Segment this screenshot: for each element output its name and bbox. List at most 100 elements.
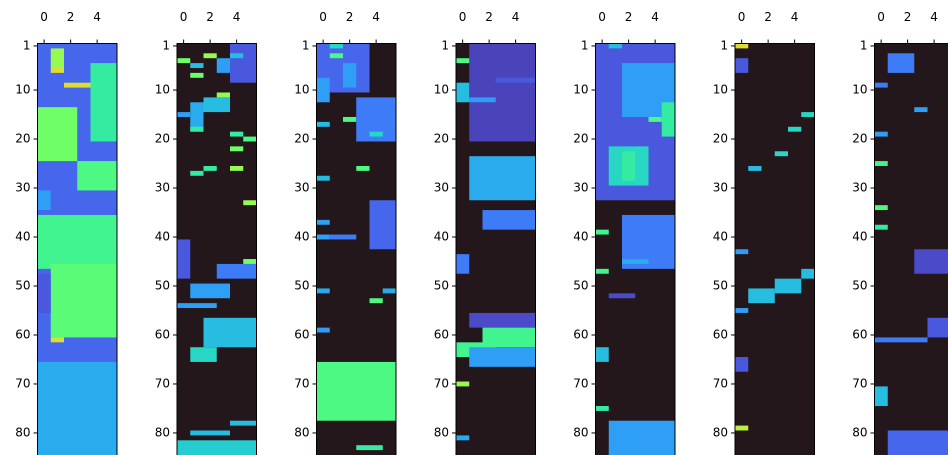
y-tick-label: 10 (294, 83, 309, 97)
heatmap-cell (482, 210, 536, 230)
heatmap-cell (190, 126, 204, 132)
y-tick-label: 30 (294, 181, 309, 195)
heatmap-cell (37, 107, 78, 162)
heatmap-cell (874, 131, 888, 137)
y-tick-label: 60 (15, 327, 30, 341)
x-tick-label: 2 (764, 10, 772, 24)
heatmap-cell (622, 151, 636, 181)
heatmap-cell (456, 381, 470, 387)
heatmap-cell (369, 200, 396, 250)
y-tick-label: 80 (573, 425, 588, 439)
x-tick-label: 2 (206, 10, 214, 24)
heatmap-cell (243, 136, 257, 142)
y-tick-label: 50 (434, 278, 449, 292)
heatmap-cell (369, 131, 383, 137)
y-tick-label: 60 (155, 327, 170, 341)
x-tick-label: 0 (180, 10, 188, 24)
y-tick-label: 70 (713, 376, 728, 390)
y-tick-label: 80 (155, 425, 170, 439)
heatmap-cell (316, 361, 396, 421)
y-tick-label: 30 (713, 181, 728, 195)
y-tick-label: 20 (852, 132, 867, 146)
y-tick-label: 20 (573, 132, 588, 146)
y-tick-label: 1 (162, 38, 170, 52)
heatmap-cell (874, 82, 888, 88)
y-tick-label: 30 (155, 181, 170, 195)
heatmap-cell (37, 214, 117, 269)
y-tick-label: 50 (573, 278, 588, 292)
y-tick-label: 40 (713, 230, 728, 244)
heatmap-cell (469, 43, 536, 142)
x-tick-label: 4 (930, 10, 938, 24)
y-tick-label: 20 (713, 132, 728, 146)
heatmap-cell (50, 67, 64, 73)
heatmap-cell (90, 63, 117, 142)
y-tick-label: 70 (434, 376, 449, 390)
y-tick-label: 40 (155, 230, 170, 244)
heatmap-cell (230, 165, 244, 171)
heatmap-cell (874, 224, 888, 230)
heatmap-cell (661, 102, 675, 137)
heatmap-cell (595, 406, 609, 411)
heatmap-cell (316, 234, 330, 240)
heatmap-cell (748, 165, 762, 171)
axes-frame (455, 43, 536, 455)
heatmap-cell (316, 121, 330, 127)
axes-frame (37, 43, 118, 455)
heatmap-cell (230, 53, 244, 59)
heatmap-cell (456, 254, 470, 274)
heatmap-cell (595, 268, 609, 274)
heatmap-cell (230, 131, 244, 137)
heatmap-cell (456, 435, 470, 441)
heatmap-cell (914, 107, 928, 113)
axes-frame (316, 43, 397, 455)
heatmap-cell (648, 116, 662, 122)
x-tick-label: 4 (93, 10, 101, 24)
y-tick-label: 80 (434, 425, 449, 439)
x-tick-label: 4 (651, 10, 659, 24)
axes-frame (874, 43, 948, 455)
heatmap-cell (914, 249, 948, 274)
panel: 0 2 4 1 10 20 30 40 50 60 70 80 (15, 10, 118, 455)
heatmap-cell (356, 445, 383, 451)
y-tick-label: 60 (713, 327, 728, 341)
x-tick-label: 4 (512, 10, 520, 24)
x-tick-label: 2 (625, 10, 633, 24)
heatmap-cell (469, 156, 536, 201)
heatmap-cell (177, 112, 191, 117)
x-tick-label: 0 (319, 10, 327, 24)
heatmap-cell (316, 77, 330, 103)
axes-frame (176, 43, 257, 455)
heatmap-cell (735, 308, 749, 313)
heatmap-cell (203, 53, 217, 59)
x-tick-label: 0 (40, 10, 48, 24)
heatmap-cell (190, 430, 230, 436)
y-tick-label: 10 (15, 83, 30, 97)
y-tick-label: 80 (294, 425, 309, 439)
x-tick-label: 2 (346, 10, 354, 24)
panel: 0 2 4 1 10 20 30 40 50 60 70 80 (155, 10, 257, 455)
heatmap-cell (735, 425, 749, 431)
panel: 0 2 4 1 10 20 30 40 50 60 70 80 (294, 10, 397, 455)
heatmap-cell (316, 327, 330, 333)
heatmap-cell (37, 190, 51, 211)
y-tick-label: 20 (15, 132, 30, 146)
x-tick-label: 2 (485, 10, 493, 24)
heatmap-cell (774, 278, 802, 294)
y-tick-label: 80 (15, 425, 30, 439)
heatmap-cell (77, 161, 117, 191)
y-tick-label: 10 (713, 83, 728, 97)
heatmap-cell (216, 92, 230, 98)
heatmap-cell (190, 63, 204, 68)
heatmap-cell (495, 77, 536, 83)
heatmap-cell (343, 116, 357, 122)
heatmap-cell (243, 200, 257, 206)
heatmap-cell (608, 43, 622, 49)
heatmap-cell (887, 53, 915, 73)
x-tick-label: 4 (372, 10, 380, 24)
heatmap-cell (190, 170, 204, 176)
y-tick-label: 40 (15, 230, 30, 244)
y-tick-label: 50 (155, 278, 170, 292)
heatmap-cell (608, 420, 675, 455)
heatmap-cell (927, 317, 948, 338)
